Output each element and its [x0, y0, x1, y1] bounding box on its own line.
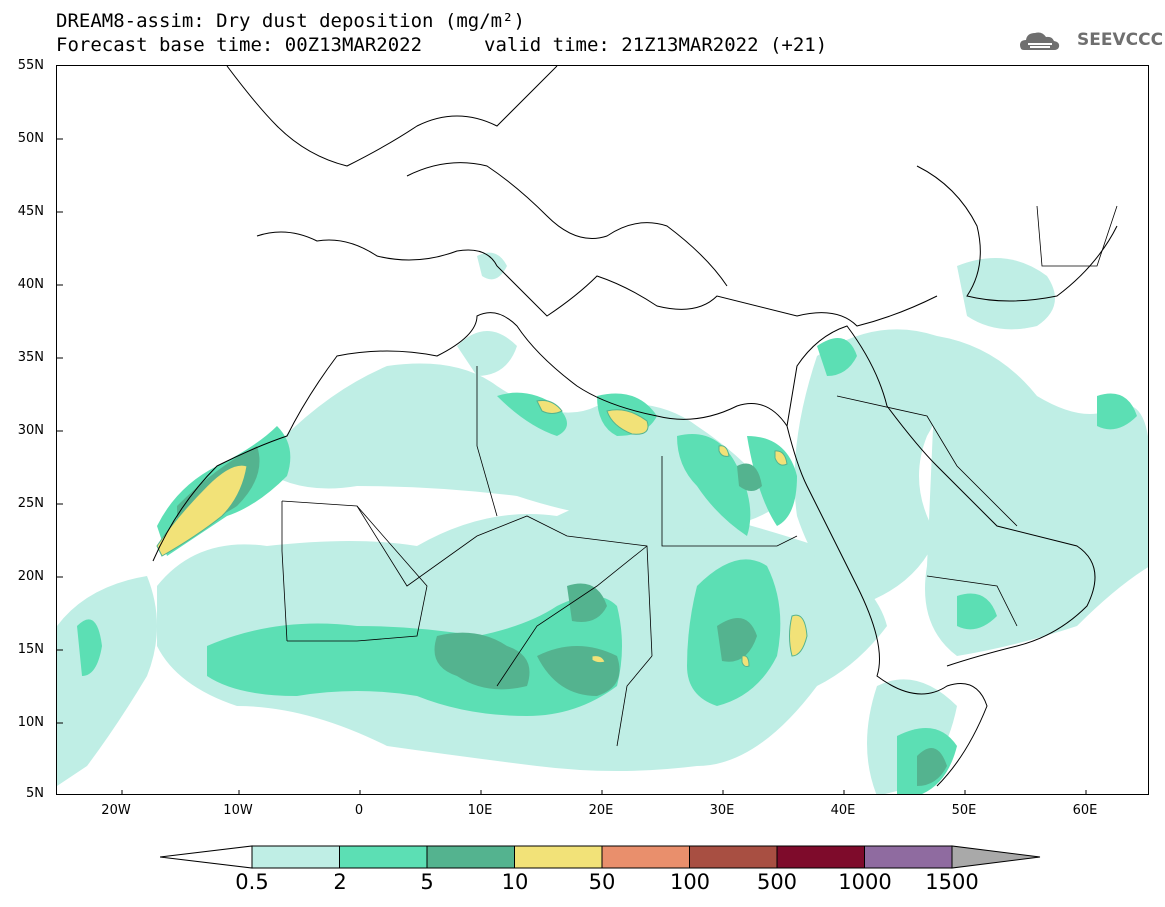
- valid-time: valid time: 21Z13MAR2022 (+21): [484, 34, 828, 56]
- dust-level-10: [156, 400, 808, 667]
- lat-label: 30N: [17, 423, 44, 438]
- cloud-icon: [1020, 32, 1060, 50]
- lat-label: 35N: [17, 350, 44, 365]
- colorbar-box: [514, 845, 603, 869]
- colorbar-box: [601, 845, 690, 869]
- dust-deposition-map: [57, 66, 1148, 794]
- colorbar-max-arrow: [951, 845, 1041, 869]
- lat-label: 25N: [17, 496, 44, 511]
- dust-level-0-5: [57, 252, 1148, 794]
- lon-label: 20E: [588, 803, 614, 818]
- colorbar: [160, 845, 1041, 869]
- lat-label: 50N: [17, 131, 44, 146]
- colorbar-label: 500: [756, 870, 798, 894]
- lat-label: 55N: [17, 58, 44, 73]
- colorbar-box: [689, 845, 778, 869]
- lon-label: 40E: [830, 803, 856, 818]
- map-title: DREAM8-assim: Dry dust deposition (mg/m²…: [56, 10, 525, 32]
- colorbar-label: 0.5: [235, 870, 269, 894]
- lat-label: 45N: [17, 204, 44, 219]
- colorbar-box: [864, 845, 953, 869]
- colorbar-min-arrow: [160, 845, 253, 869]
- logo-text: SEEVCCC: [1077, 30, 1164, 50]
- colorbar-label: 50: [588, 870, 616, 894]
- map-area: [56, 65, 1149, 795]
- lon-label: 60E: [1072, 803, 1098, 818]
- lon-label: 20W: [101, 803, 131, 818]
- lon-label: 0: [354, 803, 364, 818]
- lat-label: 40N: [17, 277, 44, 292]
- colorbar-box: [339, 845, 428, 869]
- colorbar-box: [251, 845, 340, 869]
- coastlines: [152, 66, 1118, 787]
- colorbar-box: [426, 845, 515, 869]
- colorbar-box: [776, 845, 865, 869]
- colorbar-label: 10: [501, 870, 529, 894]
- lon-label: 10E: [467, 803, 493, 818]
- colorbar-label: 5: [420, 870, 434, 894]
- colorbar-label: 1500: [925, 870, 979, 894]
- lon-label: 10W: [223, 803, 253, 818]
- lat-label: 5N: [26, 786, 44, 801]
- lon-label: 30E: [709, 803, 735, 818]
- graticule-ticks: [57, 138, 1087, 794]
- colorbar-label: 1000: [838, 870, 892, 894]
- lat-label: 20N: [17, 569, 44, 584]
- lat-label: 15N: [17, 642, 44, 657]
- forecast-base-time: Forecast base time: 00Z13MAR2022: [56, 34, 423, 56]
- colorbar-label: 100: [669, 870, 711, 894]
- lat-label: 10N: [17, 715, 44, 730]
- colorbar-label: 2: [333, 870, 347, 894]
- lon-label: 50E: [951, 803, 977, 818]
- country-borders: [281, 205, 1118, 747]
